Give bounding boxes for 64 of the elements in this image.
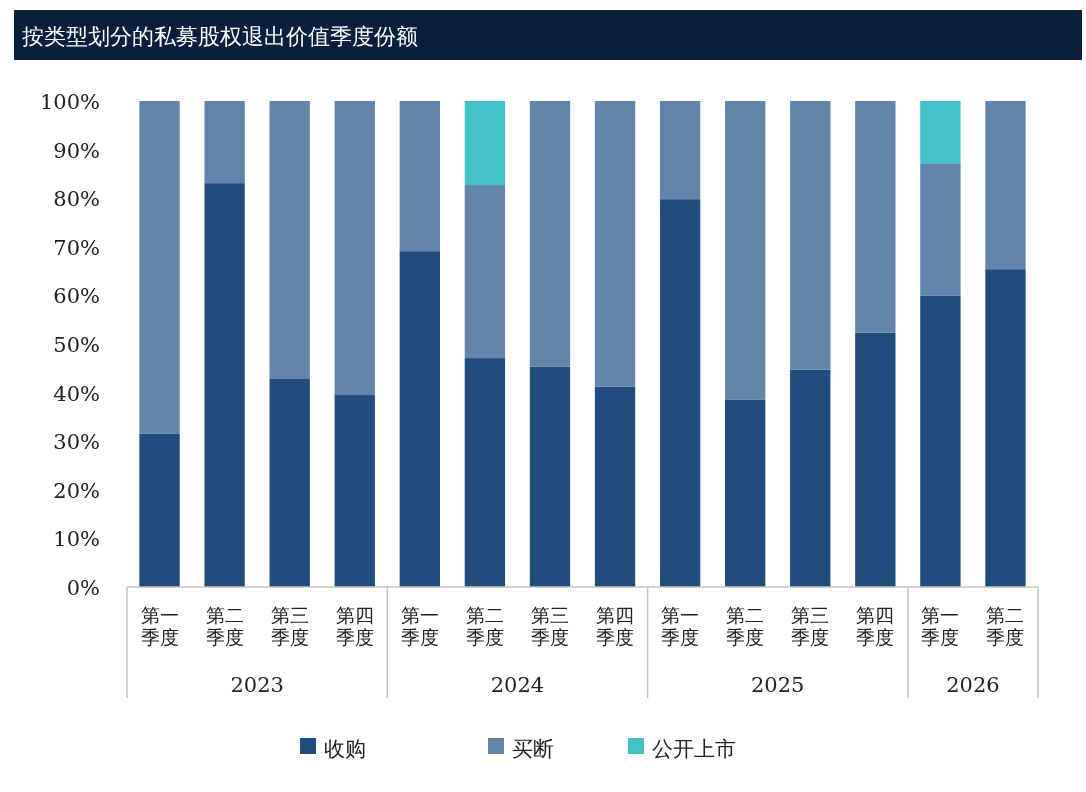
x-tick-label: 第三季度 — [270, 604, 309, 648]
legend-label: 买断 — [512, 737, 554, 761]
x-tick-label: 第二季度 — [465, 604, 504, 648]
y-tick-label: 10% — [53, 527, 100, 552]
bar — [920, 163, 961, 296]
y-tick-label: 50% — [53, 333, 100, 357]
bar — [269, 101, 310, 379]
bar — [985, 101, 1026, 270]
y-tick-label: 0% — [66, 576, 100, 600]
y-tick-label: 60% — [53, 284, 100, 309]
bar — [464, 101, 506, 186]
legend-label: 公开上市 — [652, 737, 736, 761]
text: 2024 — [490, 673, 545, 697]
text: 2025 — [750, 673, 805, 697]
x-tick-label: 第四季度 — [335, 604, 374, 648]
bar — [594, 101, 636, 387]
bar — [985, 269, 1026, 587]
y-tick-label: 90% — [53, 138, 100, 163]
bar — [464, 185, 506, 359]
title: 按类型划分的私募股权退出价值季度份额 — [14, 10, 1082, 60]
y-tick-label: 40% — [53, 381, 100, 406]
x-tick-label: 第三季度 — [530, 604, 569, 648]
bar — [139, 101, 180, 434]
x-tick-label: 第一季度 — [400, 604, 439, 648]
bar — [464, 358, 506, 587]
bar — [204, 183, 245, 587]
x-tick-label: 第二季度 — [986, 604, 1025, 648]
bar — [920, 295, 961, 587]
text: 2026 — [946, 673, 1000, 697]
bar — [204, 101, 245, 184]
text: 2023 — [230, 673, 284, 697]
bar — [790, 369, 831, 587]
bar — [334, 101, 375, 396]
bar — [855, 101, 896, 333]
bar — [594, 386, 636, 587]
y-tick-label: 100% — [39, 90, 100, 114]
bar — [529, 366, 571, 587]
bar — [399, 251, 440, 587]
bar — [725, 101, 766, 400]
bar — [790, 101, 831, 370]
chart-title: 按类型划分的私募股权退出价值季度份额 — [22, 24, 418, 49]
y-tick-label: 30% — [53, 430, 100, 455]
bar — [399, 101, 440, 252]
x-tick-label: 第一季度 — [140, 604, 179, 648]
y-tick-label: 80% — [53, 187, 100, 212]
x-tick-label: 第一季度 — [661, 604, 700, 648]
x-tick-label: 第三季度 — [791, 604, 830, 648]
legend-label: 收购 — [324, 737, 366, 761]
bar — [334, 395, 375, 587]
y-tick-label: 70% — [53, 235, 100, 260]
x-tick-label: 第二季度 — [726, 604, 765, 648]
y-tick-label: 20% — [53, 478, 100, 503]
bar — [659, 101, 701, 200]
x-tick-label: 第二季度 — [205, 604, 244, 648]
x-tick-label: 第一季度 — [921, 604, 960, 648]
bar — [855, 332, 896, 587]
bar — [529, 101, 571, 367]
bar — [725, 399, 766, 587]
x-tick-label: 第四季度 — [596, 604, 635, 648]
bar — [659, 199, 701, 587]
x-tick-label: 第四季度 — [856, 604, 895, 648]
bar — [139, 433, 180, 587]
bar — [920, 101, 961, 164]
bar — [269, 378, 310, 587]
